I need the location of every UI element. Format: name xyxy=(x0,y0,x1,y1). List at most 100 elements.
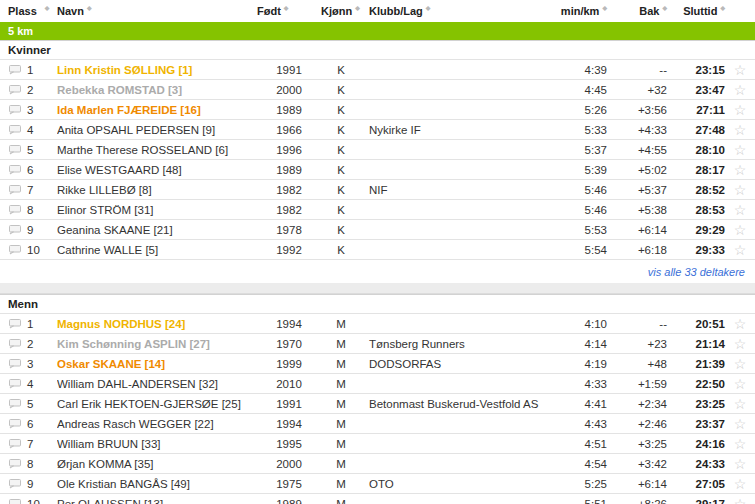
favorite-star-icon[interactable]: ☆ xyxy=(734,396,747,412)
table-row[interactable]: 4 Anita OPSAHL PEDERSEN [9] 1966 K Nykir… xyxy=(0,120,755,140)
runner-name[interactable]: William BRUUN [33] xyxy=(57,438,161,450)
favorite-star-icon[interactable]: ☆ xyxy=(734,62,747,78)
table-row[interactable]: 2 Rebekka ROMSTAD [3] 2000 K 4:45 +32 23… xyxy=(0,80,755,100)
runner-name[interactable]: Oskar SKAANE [14] xyxy=(57,358,165,370)
favorite-star-icon[interactable]: ☆ xyxy=(734,182,747,198)
column-header-minkm[interactable]: min/km ◆ xyxy=(547,5,607,17)
favorite-star-icon[interactable]: ☆ xyxy=(734,222,747,238)
behind: +32 xyxy=(607,84,667,96)
pace: 4:43 xyxy=(547,418,607,430)
born-year: 1996 xyxy=(257,144,321,156)
favorite-star-icon[interactable]: ☆ xyxy=(734,122,747,138)
behind: +6:14 xyxy=(607,224,667,236)
runner-name[interactable]: Kim Schønning ASPLIN [27] xyxy=(57,338,210,350)
sort-icon[interactable]: ◆ xyxy=(602,4,607,11)
sort-icon[interactable]: ◆ xyxy=(426,5,431,11)
runner-name[interactable]: Ida Marlen FJÆREIDE [16] xyxy=(57,104,201,116)
runner-name[interactable]: Andreas Rasch WEGGER [22] xyxy=(57,418,214,430)
runner-name[interactable]: Linn Kristin SØLLING [1] xyxy=(57,64,192,76)
column-header-bak[interactable]: Bak ◆ xyxy=(607,5,667,17)
table-row[interactable]: 7 William BRUUN [33] 1995 M 4:51 +3:25 2… xyxy=(0,434,755,454)
gender: K xyxy=(321,104,361,116)
pace: 5:54 xyxy=(547,244,607,256)
comment-bubble-icon xyxy=(8,378,22,389)
result-section: Menn 1 Magnus NORDHUS [24] 1994 M 4:10 -… xyxy=(0,283,755,504)
runner-name[interactable]: Magnus NORDHUS [24] xyxy=(57,318,185,330)
favorite-star-icon[interactable]: ☆ xyxy=(734,376,747,392)
favorite-star-icon[interactable]: ☆ xyxy=(734,456,747,472)
runner-name[interactable]: Ørjan KOMMA [35] xyxy=(57,458,154,470)
column-header-fodt[interactable]: Født ◆ xyxy=(257,5,321,17)
table-row[interactable]: 9 Ole Kristian BANGÅS [49] 1975 M OTO 5:… xyxy=(0,474,755,494)
club: Nykirke IF xyxy=(361,124,547,136)
runner-name[interactable]: Elinor STRÖM [31] xyxy=(57,204,154,216)
table-row[interactable]: 5 Marthe Therese ROSSELAND [6] 1996 K 5:… xyxy=(0,140,755,160)
sort-icon[interactable]: ◆ xyxy=(662,4,667,11)
runner-name[interactable]: Per OLAUSSEN [13] xyxy=(57,498,163,504)
show-all-link[interactable]: vis alle 33 deltakere xyxy=(648,266,745,278)
table-row[interactable]: 10 Cathrine WALLE [5] 1992 K 5:54 +6:18 … xyxy=(0,240,755,260)
favorite-star-icon[interactable]: ☆ xyxy=(734,336,747,352)
favorite-star-icon[interactable]: ☆ xyxy=(734,82,747,98)
comment-bubble-icon xyxy=(8,338,22,349)
table-row[interactable]: 6 Andreas Rasch WEGGER [22] 1994 M 4:43 … xyxy=(0,414,755,434)
runner-name[interactable]: William DAHL-ANDERSEN [32] xyxy=(57,378,218,390)
favorite-star-icon[interactable]: ☆ xyxy=(734,316,747,332)
sort-icon[interactable]: ◆ xyxy=(355,4,360,11)
table-row[interactable]: 8 Ørjan KOMMA [35] 2000 M 4:54 +3:42 24:… xyxy=(0,454,755,474)
place-number: 8 xyxy=(27,458,33,470)
sort-icon[interactable]: ◆ xyxy=(284,4,289,11)
column-header-navn[interactable]: Navn ◆ xyxy=(57,5,257,17)
runner-name[interactable]: Marthe Therese ROSSELAND [6] xyxy=(57,144,228,156)
table-row[interactable]: 3 Oskar SKAANE [14] 1999 M DODSORFAS 4:1… xyxy=(0,354,755,374)
column-header-kjonn[interactable]: Kjønn ◆ xyxy=(321,5,361,17)
favorite-star-icon[interactable]: ☆ xyxy=(734,102,747,118)
behind: -- xyxy=(607,64,667,76)
born-year: 1975 xyxy=(257,478,321,490)
table-row[interactable]: 4 William DAHL-ANDERSEN [32] 2010 M 4:33… xyxy=(0,374,755,394)
runner-name[interactable]: Ole Kristian BANGÅS [49] xyxy=(57,478,190,490)
pace: 5:39 xyxy=(547,164,607,176)
column-header-sluttid[interactable]: Sluttid ◆ xyxy=(667,5,725,17)
runner-name[interactable]: Carl Erik HEKTOEN-GJERSØE [25] xyxy=(57,398,241,410)
table-row[interactable]: 1 Linn Kristin SØLLING [1] 1991 K 4:39 -… xyxy=(0,60,755,80)
favorite-star-icon[interactable]: ☆ xyxy=(734,436,747,452)
sort-icon[interactable]: ◆ xyxy=(87,5,92,11)
table-row[interactable]: 7 Rikke LILLEBØ [8] 1982 K NIF 5:46 +5:3… xyxy=(0,180,755,200)
runner-name[interactable]: Geanina SKAANE [21] xyxy=(57,224,173,236)
column-header-plass[interactable]: Plass ◆ xyxy=(0,5,57,17)
runner-name[interactable]: Rikke LILLEBØ [8] xyxy=(57,184,152,196)
favorite-star-icon[interactable]: ☆ xyxy=(734,356,747,372)
table-row[interactable]: 9 Geanina SKAANE [21] 1978 K 5:53 +6:14 … xyxy=(0,220,755,240)
comment-bubble-icon xyxy=(8,164,22,175)
table-row[interactable]: 8 Elinor STRÖM [31] 1982 K 5:46 +5:38 28… xyxy=(0,200,755,220)
table-row[interactable]: 6 Elise WESTGAARD [48] 1989 K 5:39 +5:02… xyxy=(0,160,755,180)
favorite-star-icon[interactable]: ☆ xyxy=(734,416,747,432)
favorite-star-icon[interactable]: ☆ xyxy=(734,202,747,218)
favorite-star-icon[interactable]: ☆ xyxy=(734,242,747,258)
runner-name[interactable]: Anita OPSAHL PEDERSEN [9] xyxy=(57,124,215,136)
sort-icon[interactable]: ◆ xyxy=(720,4,725,11)
runner-name[interactable]: Elise WESTGAARD [48] xyxy=(57,164,182,176)
favorite-star-icon[interactable]: ☆ xyxy=(734,162,747,178)
table-row[interactable]: 10 Per OLAUSSEN [13] 1989 M 5:51 +8:26 2… xyxy=(0,494,755,504)
table-row[interactable]: 2 Kim Schønning ASPLIN [27] 1970 M Tønsb… xyxy=(0,334,755,354)
runner-name[interactable]: Cathrine WALLE [5] xyxy=(57,244,158,256)
favorite-star-icon[interactable]: ☆ xyxy=(734,476,747,492)
sort-icon[interactable]: ◆ xyxy=(45,4,50,11)
finish-time: 23:15 xyxy=(667,64,725,76)
table-row[interactable]: 3 Ida Marlen FJÆREIDE [16] 1989 K 5:26 +… xyxy=(0,100,755,120)
favorite-star-icon[interactable]: ☆ xyxy=(734,142,747,158)
club: OTO xyxy=(361,478,547,490)
pace: 5:33 xyxy=(547,124,607,136)
table-row[interactable]: 1 Magnus NORDHUS [24] 1994 M 4:10 -- 20:… xyxy=(0,314,755,334)
comment-bubble-icon xyxy=(8,358,22,369)
favorite-star-icon[interactable]: ☆ xyxy=(734,496,747,504)
column-header-klubb[interactable]: Klubb/Lag ◆ xyxy=(361,5,547,17)
table-row[interactable]: 5 Carl Erik HEKTOEN-GJERSØE [25] 1991 M … xyxy=(0,394,755,414)
born-year: 1989 xyxy=(257,164,321,176)
place-number: 9 xyxy=(27,478,33,490)
runner-name[interactable]: Rebekka ROMSTAD [3] xyxy=(57,84,182,96)
born-year: 1999 xyxy=(257,358,321,370)
pace: 4:33 xyxy=(547,378,607,390)
